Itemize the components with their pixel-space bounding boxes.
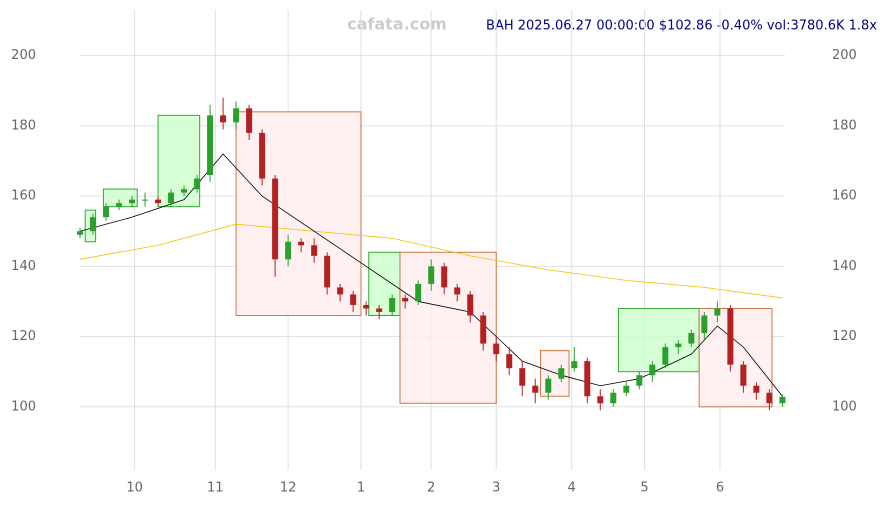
candle-body bbox=[766, 392, 773, 404]
candle-body bbox=[753, 385, 760, 393]
candle-body bbox=[545, 378, 552, 393]
candle-body bbox=[324, 255, 331, 288]
zone-box bbox=[157, 114, 201, 208]
x-tick-label: 1 bbox=[357, 481, 365, 496]
candle-body bbox=[480, 315, 487, 344]
x-tick-label: 11 bbox=[207, 481, 224, 496]
zone-box bbox=[539, 350, 570, 397]
candle-body bbox=[90, 217, 97, 232]
candle-body bbox=[207, 115, 214, 176]
x-tick-label: 6 bbox=[716, 481, 724, 496]
candle-body bbox=[220, 115, 227, 123]
candle-body bbox=[571, 361, 578, 369]
y-tick-label: 160 bbox=[11, 189, 36, 204]
candle-body bbox=[311, 245, 318, 256]
candle-body bbox=[779, 396, 786, 404]
candle-body bbox=[558, 368, 565, 379]
candle-body bbox=[428, 266, 435, 284]
y-tick-label-right: 140 bbox=[832, 259, 857, 274]
y-tick-label: 200 bbox=[11, 48, 36, 63]
x-tick-label: 10 bbox=[126, 481, 143, 496]
y-tick-label: 120 bbox=[11, 329, 36, 344]
candle-body bbox=[350, 294, 357, 305]
y-tick-label-right: 200 bbox=[832, 48, 857, 63]
candle-body bbox=[454, 287, 461, 295]
candle-body bbox=[246, 108, 253, 133]
candle-body bbox=[714, 308, 721, 316]
candle-body bbox=[233, 108, 240, 123]
candle-body bbox=[298, 241, 305, 246]
candle-body bbox=[506, 354, 513, 369]
candle-body bbox=[402, 297, 409, 302]
candle-body bbox=[337, 287, 344, 295]
y-tick-label-right: 160 bbox=[832, 189, 857, 204]
candle-body bbox=[103, 206, 110, 218]
candle-body bbox=[636, 375, 643, 386]
x-tick-label: 5 bbox=[640, 481, 648, 496]
y-tick-label: 140 bbox=[11, 259, 36, 274]
candle-body bbox=[77, 231, 83, 235]
candle-body bbox=[142, 199, 149, 201]
candle-body bbox=[675, 343, 682, 348]
x-tick-label: 12 bbox=[280, 481, 297, 496]
chart-title: BAH 2025.06.27 00:00:00 $102.86 -0.40% v… bbox=[486, 19, 877, 34]
y-tick-label: 100 bbox=[11, 399, 36, 414]
candle-body bbox=[259, 132, 266, 179]
candle-body bbox=[181, 189, 188, 193]
candle-body bbox=[363, 304, 370, 309]
candle-body bbox=[532, 385, 539, 393]
candle-body bbox=[389, 297, 396, 312]
candle-body bbox=[415, 283, 422, 302]
candle-body bbox=[272, 178, 279, 260]
candle-body bbox=[662, 347, 669, 365]
candle-body bbox=[584, 361, 591, 397]
candle-body bbox=[493, 343, 500, 355]
candle-body bbox=[285, 241, 292, 260]
candle-body bbox=[701, 315, 708, 334]
candle-body bbox=[129, 199, 136, 204]
candle-body bbox=[623, 385, 630, 393]
candle-body bbox=[727, 308, 734, 365]
candle-body bbox=[194, 178, 201, 190]
moving-average bbox=[79, 223, 783, 299]
candle-body bbox=[519, 368, 526, 386]
candle-body bbox=[168, 192, 175, 204]
candle-body bbox=[376, 308, 383, 312]
zone-box bbox=[399, 251, 497, 404]
zone-box bbox=[618, 307, 700, 373]
zone-box bbox=[698, 307, 773, 408]
y-tick-label-right: 180 bbox=[832, 118, 857, 133]
candle-body bbox=[441, 266, 448, 288]
zone-box bbox=[235, 111, 362, 316]
x-tick-label: 4 bbox=[568, 481, 576, 496]
watermark: cafata.com bbox=[347, 15, 447, 34]
candle-body bbox=[116, 203, 123, 207]
x-tick-label: 3 bbox=[492, 481, 500, 496]
y-tick-label-right: 120 bbox=[832, 329, 857, 344]
candle-body bbox=[610, 392, 617, 404]
zone-box bbox=[368, 251, 401, 316]
candle-body bbox=[467, 294, 474, 316]
y-tick-label: 180 bbox=[11, 118, 36, 133]
candle-body bbox=[740, 364, 747, 386]
candle-body bbox=[155, 199, 162, 204]
candle-body bbox=[688, 333, 695, 344]
candle-body bbox=[597, 396, 604, 404]
y-tick-label-right: 100 bbox=[832, 399, 857, 414]
x-tick-label: 2 bbox=[427, 481, 435, 496]
candle-body bbox=[649, 364, 656, 376]
